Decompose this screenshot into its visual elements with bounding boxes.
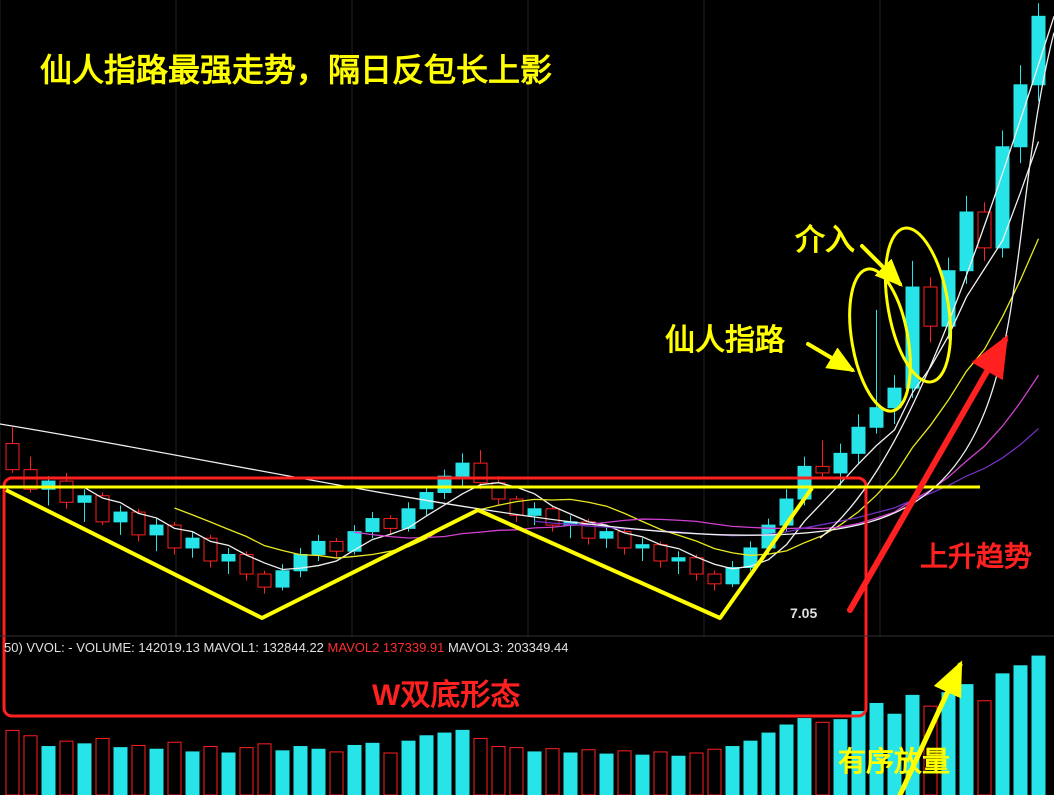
orderly-vol-label: 有序放量 xyxy=(838,740,950,780)
volume-indicator-line: 50) VVOL: - VOLUME: 142019.13 MAVOL1: 13… xyxy=(4,640,568,655)
candlestick-chart[interactable] xyxy=(0,0,1054,795)
pattern-label: 仙人指路 xyxy=(665,315,785,359)
uptrend-label: 上升趋势 xyxy=(920,535,1032,575)
wbottom-label: W双底形态 xyxy=(372,670,520,714)
chart-title: 仙人指路最强走势，隔日反包长上影 xyxy=(40,45,552,91)
price-tag: 7.05 xyxy=(790,605,817,621)
entry-label: 介入 xyxy=(795,215,855,259)
